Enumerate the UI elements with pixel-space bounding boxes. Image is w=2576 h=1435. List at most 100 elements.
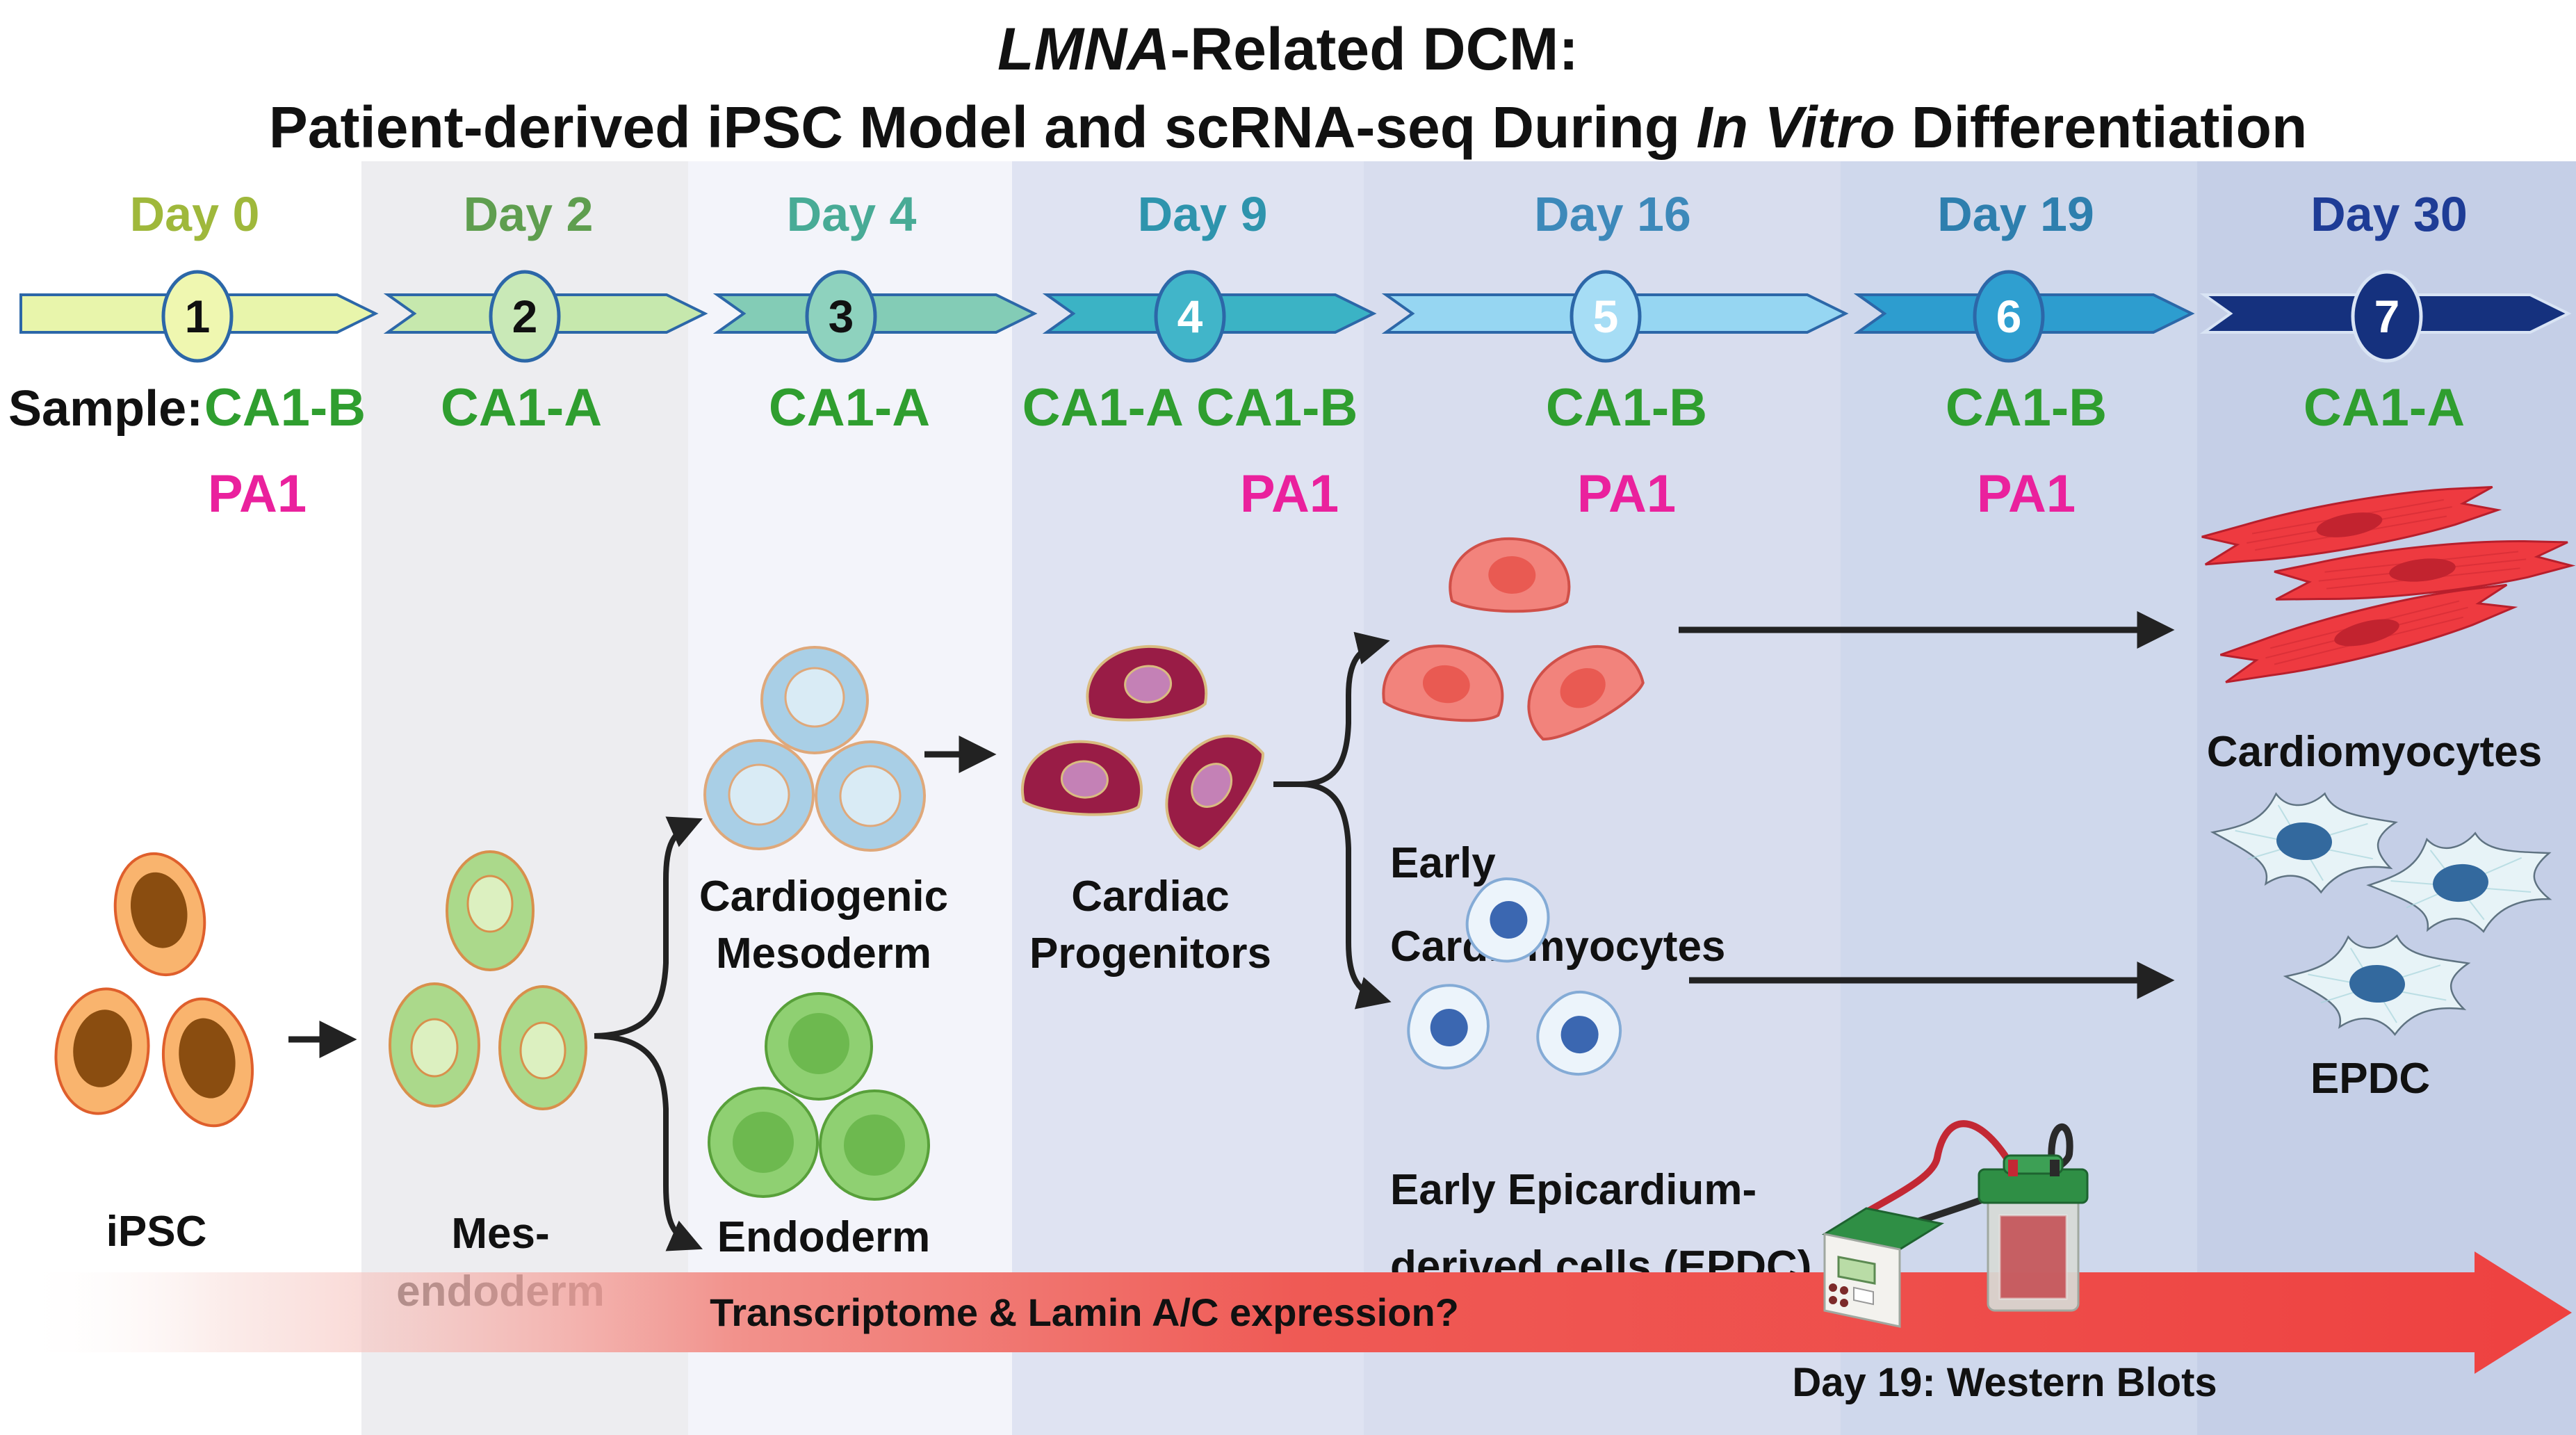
early-cardiomyocytes-cells-illustration	[1382, 537, 1645, 741]
stage-label-endoderm: Endoderm	[717, 1213, 931, 1261]
milestone-circle-3	[805, 270, 877, 363]
power-supply-icon	[1821, 1207, 1945, 1328]
milestone-number-2: 2	[512, 291, 538, 342]
cell	[2366, 832, 2552, 933]
cell	[2210, 792, 2398, 894]
cell-nucleus	[179, 1018, 236, 1098]
sample-day30-line1: CA1-A	[2304, 378, 2465, 437]
stage-label-cardiogenic: Cardiogenic Mesoderm	[699, 873, 948, 978]
stage-label-early-cm-line2: Cardiomyocytes	[1390, 923, 1725, 971]
cell	[703, 739, 815, 850]
day-band-30	[2197, 161, 2576, 1435]
cell	[1382, 644, 1504, 722]
milestone-number-7: 7	[2374, 291, 2400, 342]
cell-nucleus	[1060, 760, 1109, 799]
cell	[708, 1087, 819, 1198]
milestone-number-6: 6	[1996, 291, 2022, 342]
day-label-0: Day 0	[130, 187, 260, 241]
cell-nucleus	[73, 1010, 132, 1087]
sample-day4-line1: CA1-A	[769, 378, 930, 437]
day-label-30: Day 30	[2310, 187, 2468, 241]
day-label-2: Day 2	[464, 187, 594, 241]
cell	[760, 646, 869, 754]
title-invitro-italic: In Vitro	[1696, 95, 1895, 160]
milestone-circle-1	[161, 270, 234, 363]
cell	[1465, 877, 1550, 963]
western-blot-apparatus-icon	[1821, 1120, 2089, 1328]
sample-day0-line2: PA1	[208, 464, 307, 524]
cell-nucleus	[839, 765, 902, 827]
mesendoderm-cells-illustration	[389, 850, 587, 1110]
cell-nucleus	[466, 875, 514, 933]
cell	[1536, 990, 1622, 1076]
cell-nucleus	[788, 1013, 849, 1074]
cell-nucleus	[1191, 763, 1233, 808]
sample-day16-line2: PA1	[1577, 464, 1676, 524]
cell	[389, 982, 480, 1108]
cell-nucleus	[2389, 558, 2456, 582]
title-line1-rest: -Related DCM:	[1170, 16, 1579, 83]
sample-day0-line1: CA1-B	[204, 378, 366, 437]
cell	[54, 987, 150, 1115]
milestone-circle-6	[1973, 270, 2045, 363]
day-band-0	[0, 161, 361, 1435]
sample-day19-line2: PA1	[1977, 464, 2076, 524]
western-blot-label: Day 19: Western Blots	[1792, 1360, 2217, 1405]
stage-label-cardiogenic-line2: Mesoderm	[716, 930, 931, 978]
milestone-circle-5	[1570, 270, 1642, 363]
sample-day16-line1: CA1-B	[1546, 378, 1707, 437]
cell-nucleus	[733, 1112, 794, 1173]
day-label-4: Day 4	[787, 187, 917, 241]
cell	[498, 985, 587, 1110]
milestone-circle-2	[489, 270, 561, 363]
cell-nucleus	[1560, 668, 1606, 708]
cell	[2283, 934, 2471, 1037]
tank-handle	[2003, 1154, 2064, 1175]
split-progenitors	[1273, 631, 1392, 1010]
cell	[1449, 537, 1571, 613]
day30-cardiomyocytes-illustration	[2201, 485, 2576, 683]
split-arrow-to-cardiogenic	[594, 816, 703, 1039]
power-supply-button	[1840, 1299, 1848, 1307]
cell-nucleus	[728, 763, 790, 826]
sample-day19-line1: CA1-B	[1946, 378, 2107, 437]
stage-label-progenitors: Cardiac Progenitors	[1029, 873, 1271, 978]
timeline-arrow-track	[19, 293, 2572, 334]
sample-row-prefix: Sample:	[8, 381, 203, 437]
split-arrow-to-early-epdc	[1299, 781, 1392, 1010]
split-mesendoderm	[594, 816, 703, 1251]
tank-electrode-red	[2008, 1160, 2018, 1176]
split-arrow-to-endoderm	[594, 1033, 703, 1251]
cardiac-progenitors-cells-illustration	[1021, 644, 1264, 851]
milestone-number-1: 1	[185, 291, 211, 342]
cell-nucleus	[784, 667, 845, 728]
gel-tank-icon	[1978, 1154, 2089, 1312]
day-label-19: Day 19	[1937, 187, 2094, 241]
stage-label-early-epdc-line1: Early Epicardium-	[1390, 1166, 1756, 1214]
day-band-16	[1364, 161, 1841, 1435]
figure-title-line1: LMNA-Related DCM:	[997, 16, 1579, 83]
sample-day9-line2: PA1	[1240, 464, 1339, 524]
day-label-9: Day 9	[1138, 187, 1268, 241]
cell	[161, 997, 254, 1128]
stage-label-day30-epdc: EPDC	[2310, 1055, 2430, 1103]
day30-epdc-illustration	[2210, 792, 2552, 1037]
endoderm-cells-illustration	[708, 992, 930, 1201]
sample-day9-line1: CA1-A CA1-B	[1022, 378, 1358, 437]
cell-nucleus	[1422, 665, 1470, 704]
cable-red	[1838, 1120, 2017, 1233]
cell-nucleus	[1490, 901, 1528, 939]
transcriptome-banner-text: Transcriptome & Lamin A/C expression?	[710, 1290, 1459, 1334]
stage-label-progenitors-line1: Cardiac	[1071, 873, 1229, 921]
power-supply-button	[1840, 1286, 1848, 1295]
cell-nucleus	[519, 1021, 566, 1080]
cell-nucleus	[844, 1114, 905, 1176]
day-band-2	[361, 161, 688, 1435]
tank-buffer	[2000, 1215, 2066, 1299]
cell-nucleus	[2433, 864, 2488, 902]
stage-label-progenitors-line2: Progenitors	[1029, 930, 1271, 978]
cell	[2219, 583, 2518, 683]
stage-label-early-cm: Early Cardiomyocytes	[1390, 839, 1725, 971]
